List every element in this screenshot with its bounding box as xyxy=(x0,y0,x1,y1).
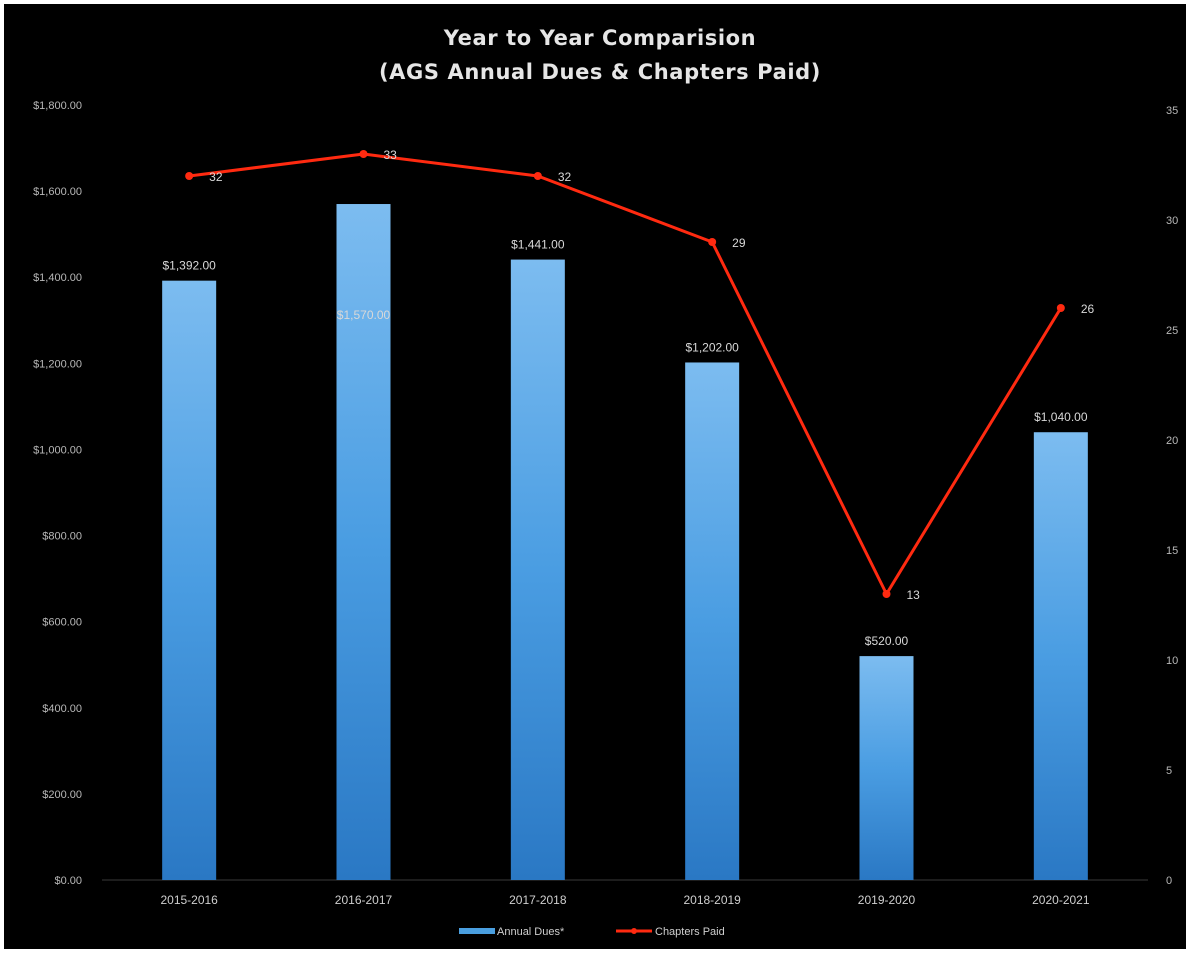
y-left-tick-label: $1,200.00 xyxy=(33,358,82,370)
line-data-label: 32 xyxy=(209,170,223,184)
line-point xyxy=(185,172,194,180)
y-left-tick-label: $600.00 xyxy=(42,617,82,629)
x-tick-label: 2018-2019 xyxy=(683,893,741,907)
x-tick-label: 2017-2018 xyxy=(509,893,567,907)
y-right-tick-label: 20 xyxy=(1166,435,1178,447)
y-right-tick-label: 0 xyxy=(1166,875,1172,887)
bar xyxy=(336,204,391,880)
x-tick-label: 2019-2020 xyxy=(858,893,916,907)
line-point xyxy=(533,172,542,180)
bar-series: $1,392.00 $1,570.00 $1,441.00 $1,202.00 $520… xyxy=(162,204,1088,881)
bar-data-label: $1,570.00 xyxy=(337,308,391,322)
legend-label-chapters-paid: Chapters Paid xyxy=(655,926,725,938)
legend-label-annual-dues: Annual Dues* xyxy=(497,926,565,938)
y-left-tick-label: $200.00 xyxy=(42,789,82,801)
line-point xyxy=(1056,304,1065,312)
bar xyxy=(162,280,217,881)
bar-data-label: $1,392.00 xyxy=(162,259,216,273)
line-data-label: 26 xyxy=(1081,302,1095,316)
y-left-tick-label: $400.00 xyxy=(42,703,82,715)
axes-group: $0.00 $200.00 $400.00 $600.00 $800.00 $1,000.… xyxy=(33,100,1178,907)
line-data-label: 33 xyxy=(384,148,398,162)
bar-data-label: $1,441.00 xyxy=(511,238,565,252)
x-tick-label: 2020-2021 xyxy=(1032,893,1090,907)
chart-title-line-1: Year to Year Comparision xyxy=(443,26,756,50)
legend-swatch-annual-dues xyxy=(459,928,495,934)
y-left-tick-label: $1,800.00 xyxy=(33,100,82,112)
y-right-tick-label: 15 xyxy=(1166,545,1178,557)
y-left-tick-label: $800.00 xyxy=(42,531,82,543)
y-left-tick-label: $1,000.00 xyxy=(33,444,82,456)
x-tick-label: 2015-2016 xyxy=(160,893,218,907)
y-left-tick-label: $0.00 xyxy=(54,875,82,887)
line-series: 32 33 32 29 13 26 xyxy=(185,148,1095,602)
bar xyxy=(685,362,740,880)
line-point xyxy=(359,150,368,158)
bar xyxy=(510,259,565,880)
y-right-tick-label: 10 xyxy=(1166,655,1178,667)
line-data-label: 29 xyxy=(732,236,746,250)
bar-data-label: $1,202.00 xyxy=(685,340,739,354)
y-right-tick-label: 25 xyxy=(1166,325,1178,337)
line-data-label: 13 xyxy=(907,588,921,602)
line-point xyxy=(882,590,891,598)
y-right-tick-label: 35 xyxy=(1166,105,1178,117)
chapters-paid-line xyxy=(188,152,1063,596)
x-tick-label: 2016-2017 xyxy=(335,893,393,907)
y-right-tick-label: 30 xyxy=(1166,215,1178,227)
chart-title-line-2: (AGS Annual Dues & Chapters Paid) xyxy=(379,60,821,84)
bar xyxy=(859,656,914,880)
y-left-tick-label: $1,400.00 xyxy=(33,272,82,284)
line-data-label: 32 xyxy=(558,170,572,184)
line-point xyxy=(708,238,717,246)
bar-data-label: $1,040.00 xyxy=(1034,410,1088,424)
y-left-tick-label: $1,600.00 xyxy=(33,186,82,198)
legend: Annual Dues* Chapters Paid xyxy=(459,926,725,938)
y-right-tick-label: 5 xyxy=(1166,765,1172,777)
bar xyxy=(1033,432,1088,880)
legend-marker-chapters-paid xyxy=(631,928,637,934)
bar-data-label: $520.00 xyxy=(865,634,909,648)
